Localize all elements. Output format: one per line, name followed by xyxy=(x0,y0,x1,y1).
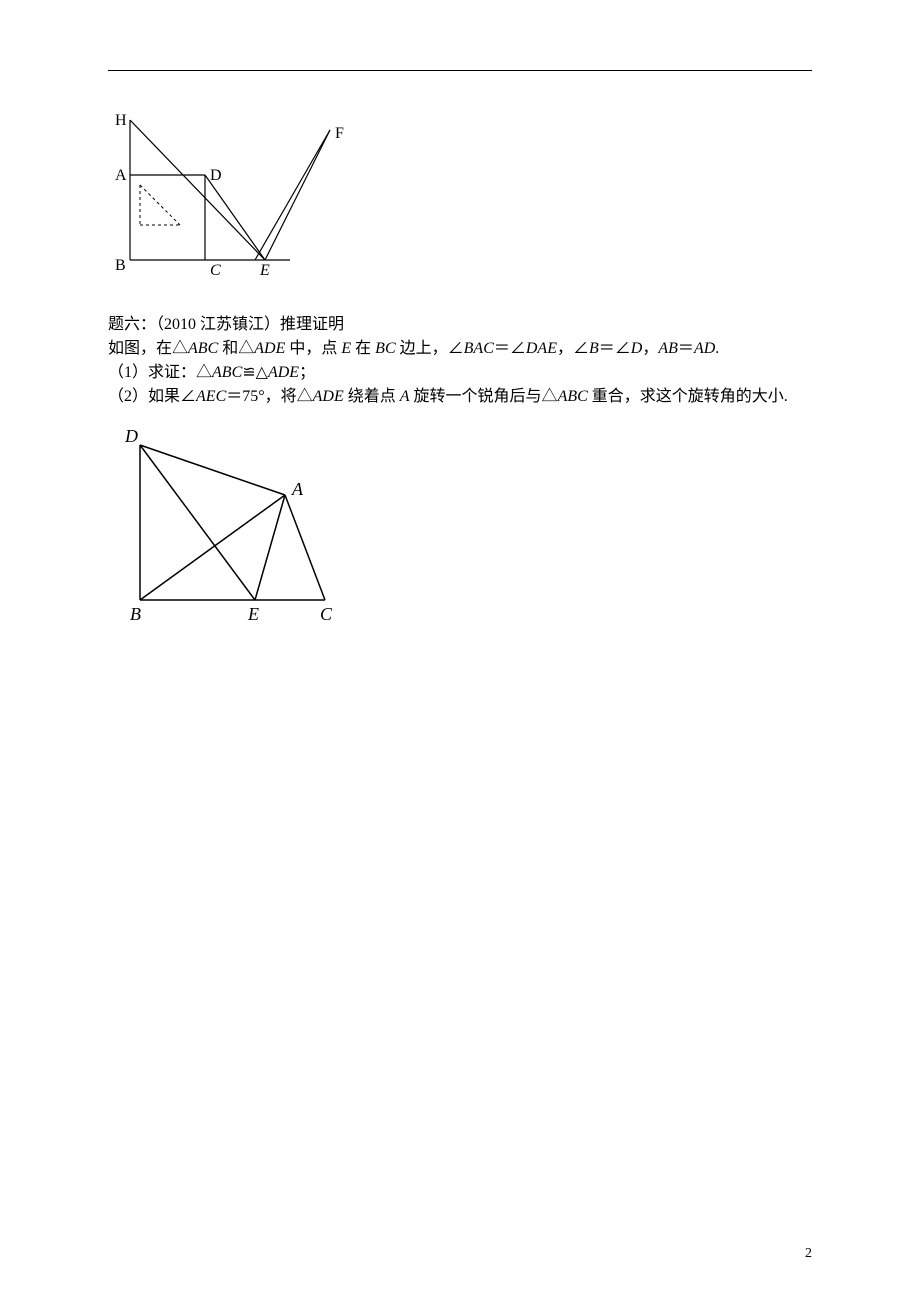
q2p2: 绕着点 xyxy=(344,388,400,405)
q2p4: 重合，求这个旋转角的大小. xyxy=(588,388,788,405)
q2aec: AEC xyxy=(196,388,226,405)
q2prefix: （2）如果∠ xyxy=(108,388,196,405)
l1bc: BC xyxy=(375,340,395,357)
label-H: H xyxy=(115,112,127,129)
title-prefix: 题六： xyxy=(108,316,156,333)
page-number: 2 xyxy=(805,1246,812,1262)
l1eq2: ＝∠ xyxy=(599,340,631,357)
line-BA-2 xyxy=(140,495,285,600)
l1p2: 和△ xyxy=(218,340,254,357)
label-C: C xyxy=(210,262,221,279)
line-EF xyxy=(265,130,330,260)
title-source: （2010 江苏镇江）推理证明 xyxy=(156,316,344,333)
line-AE-2 xyxy=(255,495,285,600)
line-DE-2 xyxy=(140,445,255,600)
q1cong: ≌△ xyxy=(242,364,268,381)
label-A-2: A xyxy=(291,479,304,499)
problem-6-q2: （2）如果∠AEC＝75°，将△ADE 绕着点 A 旋转一个锐角后与△ABC 重… xyxy=(108,385,788,409)
l1p7: ， xyxy=(642,340,658,357)
l1p5: 边上，∠ xyxy=(396,340,464,357)
figure-2: D A B E C xyxy=(125,430,355,635)
l1p1: 如图，在△ xyxy=(108,340,188,357)
l1p8: . xyxy=(715,340,719,357)
l1p6: ，∠ xyxy=(557,340,589,357)
problem-6-q1: （1）求证：△ABC≌△ADE； xyxy=(108,361,315,385)
label-B: B xyxy=(115,257,126,274)
q1abc: ABC xyxy=(212,364,242,381)
label-E: E xyxy=(259,262,270,279)
q2p3: 旋转一个锐角后与△ xyxy=(410,388,558,405)
q1ade: ADE xyxy=(268,364,299,381)
label-F: F xyxy=(335,125,344,142)
l1p4: 在 xyxy=(351,340,375,357)
line-CF xyxy=(255,130,330,260)
label-D: D xyxy=(210,167,222,184)
l1dae: DAE xyxy=(526,340,557,357)
problem-6-title: 题六：（2010 江苏镇江）推理证明 xyxy=(108,313,344,337)
l1d: D xyxy=(631,340,643,357)
line-DA xyxy=(140,445,285,495)
l1bac: BAC xyxy=(464,340,494,357)
problem-6-line1: 如图，在△ABC 和△ADE 中，点 E 在 BC 边上，∠BAC＝∠DAE，∠… xyxy=(108,337,719,361)
l1ad: AD xyxy=(694,340,715,357)
l1abc: ABC xyxy=(188,340,218,357)
line-HE xyxy=(130,120,265,260)
label-E-2: E xyxy=(247,604,259,624)
figure-1: H F A D B C E xyxy=(110,110,360,290)
dashed-line-3 xyxy=(140,185,180,225)
q2ade: ADE xyxy=(313,388,344,405)
figure-1-svg: H F A D B C E xyxy=(110,110,360,285)
label-D-2: D xyxy=(125,430,138,446)
l1eq1: ＝∠ xyxy=(494,340,526,357)
l1e: E xyxy=(341,340,351,357)
l1ab: AB xyxy=(658,340,678,357)
l1ade: ADE xyxy=(254,340,285,357)
page-header-line xyxy=(108,70,812,71)
line-DE xyxy=(205,175,265,260)
line-AC-2 xyxy=(285,495,325,600)
l1p3: 中，点 xyxy=(285,340,341,357)
l1eq3: ＝ xyxy=(678,340,694,357)
figure-2-svg: D A B E C xyxy=(125,430,355,630)
q1suffix: ； xyxy=(299,364,315,381)
l1b: B xyxy=(589,340,599,357)
label-B-2: B xyxy=(130,604,141,624)
label-A: A xyxy=(115,167,127,184)
q2a: A xyxy=(400,388,410,405)
label-C-2: C xyxy=(320,604,333,624)
q2p1: ＝75°，将△ xyxy=(226,388,312,405)
q1prefix: （1）求证：△ xyxy=(108,364,212,381)
q2abc: ABC xyxy=(558,388,588,405)
